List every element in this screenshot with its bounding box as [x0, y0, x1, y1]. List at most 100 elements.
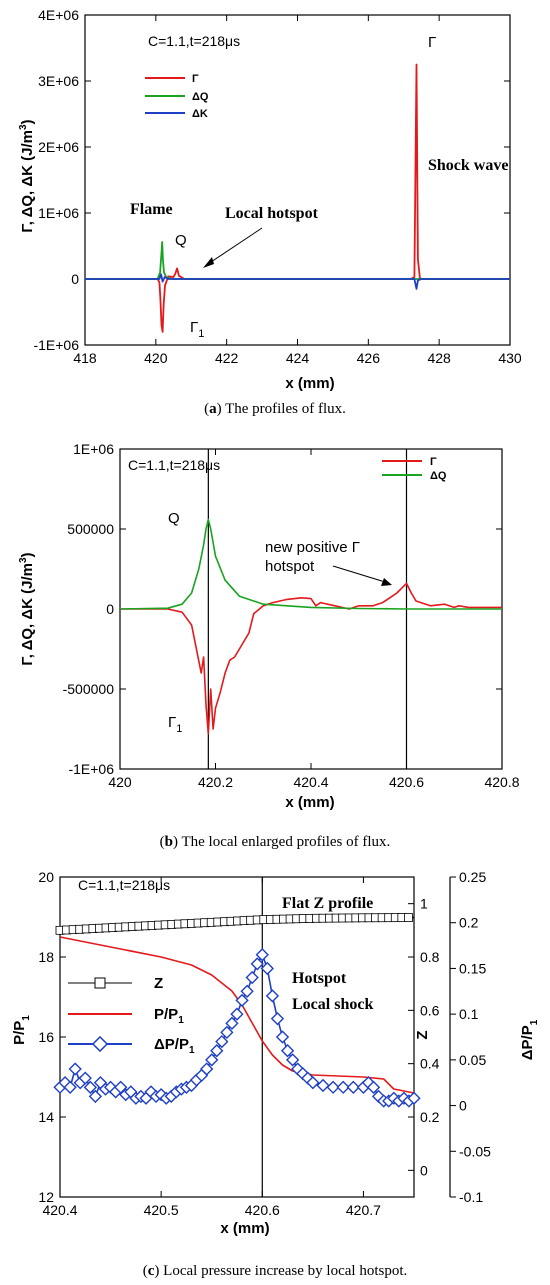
dp-marker [88, 1089, 103, 1104]
panel-c-ticks: 420.4 420.5 420.6 420.7 12 14 16 18 20 0 0.2 0.4 0.6… [38, 869, 491, 1218]
annotation-flame: Flame [130, 201, 173, 218]
annotation-b-hotspot-line1: new positive Γ [265, 539, 360, 556]
legend-dk-label: ΔK [192, 108, 208, 120]
y-tick-label: -500000 [63, 681, 115, 697]
x-tick-label: 420.2 [198, 774, 233, 790]
legend-gamma-label: Γ [192, 73, 199, 85]
legend-c: Z P/P1 ΔP/P1 [68, 975, 195, 1056]
y-tick-label: 12 [38, 1189, 54, 1205]
y3-tick-label: 0.15 [459, 960, 486, 976]
y2-tick-label: 0.2 [420, 1109, 440, 1125]
y-tick-label: 18 [38, 949, 54, 965]
dp-marker [78, 1071, 92, 1085]
dp-marker [215, 1034, 229, 1049]
y2-tick-label: 0.8 [420, 949, 440, 965]
x-tick-label: 422 [215, 350, 239, 366]
annotation-q: Q [175, 232, 187, 249]
y-tick-label: 14 [38, 1109, 54, 1125]
annotation-local-hotspot: Local hotspot [225, 205, 319, 222]
y3-tick-label: 0.2 [459, 915, 479, 931]
panel-c-ylabel: P/P1 [11, 1015, 32, 1045]
dp-marker [200, 1062, 214, 1076]
dp-marker [336, 1080, 350, 1094]
annotation-gamma-peak: Γ [428, 34, 436, 51]
x-tick-label: 426 [357, 350, 381, 366]
dp-marker [326, 1080, 340, 1094]
panel-c-series [53, 877, 421, 1197]
panel-c-xlabel: x (mm) [220, 1220, 269, 1237]
legend-c-dp-marker [91, 1035, 109, 1053]
x-tick-label: 418 [73, 350, 97, 366]
legend-c-dp-label: ΔP/P1 [154, 1036, 195, 1056]
dp-marker [114, 1080, 128, 1094]
dp-marker [346, 1080, 360, 1094]
y2-tick-label: 1 [420, 896, 428, 912]
x-tick-label: 420 [108, 774, 132, 790]
dp-marker [235, 993, 249, 1008]
dp-marker [280, 1044, 295, 1058]
y3-tick-label: 0 [459, 1098, 467, 1114]
series-line-1 [119, 518, 502, 610]
x-tick-label: 420.4 [293, 774, 328, 790]
x-tick-label: 424 [286, 350, 310, 366]
dp-marker [225, 1016, 239, 1030]
dp-marker [306, 1076, 320, 1090]
panel-a: 418 420 422 424 426 428 430 -1E+06 0 1E+06 2E+06 3E… [18, 7, 522, 417]
panel-b-ylabel: Γ, ΔQ, ΔK (J/m3) [18, 552, 36, 665]
dp-marker [245, 970, 259, 985]
y2-tick-label: 0 [420, 1162, 428, 1178]
dp-marker [286, 1053, 300, 1067]
y3-tick-label: 0.05 [459, 1052, 486, 1068]
dp-marker [205, 1053, 219, 1067]
legend-c-z-marker [94, 977, 106, 989]
annotation-b-gamma1: Γ1 [168, 714, 182, 735]
panel-a-xlabel: x (mm) [285, 375, 334, 392]
x-tick-label: 420.8 [484, 774, 519, 790]
panel-a-ylabel: Γ, ΔQ, ΔK (J/m3) [18, 119, 36, 232]
x-tick-label: 420.5 [144, 1202, 179, 1218]
dp-marker [240, 984, 254, 998]
y-tick-label: 1E+06 [73, 441, 114, 457]
x-tick-label: 420 [144, 350, 168, 366]
y-tick-label: 1E+06 [38, 205, 79, 221]
caption-c: (c) Local pressure increase by local hot… [143, 1263, 408, 1279]
x-tick-label: 420.6 [389, 774, 424, 790]
panel-a-frame [84, 14, 511, 346]
legend-c-z-label: Z [154, 975, 163, 992]
panel-c-condition: C=1.1,t=218μs [78, 877, 170, 893]
annotation-b-hotspot-line2: hotspot [265, 558, 315, 575]
series-line-1 [85, 241, 510, 280]
dp-marker [63, 1080, 77, 1094]
annotation-c-flatz: Flat Z profile [282, 895, 373, 912]
panel-c-ylabel-z: Z [414, 1030, 431, 1039]
panel-b: 420 420.2 420.4 420.6 420.8 -1E+06 -500000 0 500… [18, 441, 520, 850]
panel-c: 420.4 420.5 420.6 420.7 12 14 16 18 20 0 0.2 0.4 0.6… [11, 869, 540, 1279]
y-tick-label: 3E+06 [38, 73, 79, 89]
panel-a-series [85, 63, 510, 333]
dp-marker [260, 961, 274, 976]
annotation-gamma1: Γ1 [190, 319, 204, 340]
dp-marker [250, 957, 264, 971]
annotation-c-hotspot: Hotspot [292, 970, 347, 987]
panel-a-ticks: 418 420 422 424 426 428 430 -1E+06 0 1E+06 2E+06 3E… [33, 7, 521, 366]
series-line-2 [85, 273, 510, 290]
y-tick-label: 4E+06 [38, 7, 79, 23]
dp-marker [316, 1078, 330, 1093]
legend-b-dq-label: ΔQ [430, 470, 447, 482]
dp-marker [255, 948, 269, 962]
dp-marker [366, 1080, 381, 1094]
y3-tick-label: 0.1 [459, 1006, 479, 1022]
x-tick-label: 420.6 [245, 1202, 280, 1218]
series-line-0 [120, 582, 502, 735]
legend-c-p-label: P/P1 [154, 1006, 184, 1026]
y-tick-label: 2E+06 [38, 139, 79, 155]
y3-tick-label: -0.05 [459, 1143, 491, 1159]
dp-marker [275, 1030, 290, 1044]
y-tick-label: -1E+06 [68, 761, 114, 777]
y3-tick-label: -0.1 [459, 1189, 483, 1205]
x-tick-label: 420.7 [346, 1202, 381, 1218]
dp-marker [230, 1007, 244, 1021]
panel-b-xlabel: x (mm) [285, 794, 334, 811]
arrow-local-hotspot [207, 227, 263, 265]
